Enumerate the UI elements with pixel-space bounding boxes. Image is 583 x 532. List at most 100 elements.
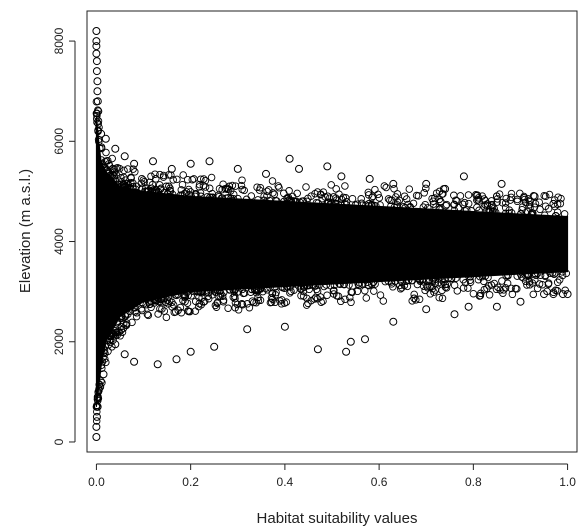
scatter-point [520, 194, 528, 202]
scatter-point [398, 283, 406, 292]
scatter-point [138, 306, 146, 315]
scatter-point [93, 392, 102, 401]
scatter-point [389, 317, 398, 326]
scatter-point [538, 280, 547, 289]
scatter-point [140, 177, 149, 186]
scatter-point [444, 274, 453, 282]
scatter-point [477, 289, 485, 298]
scatter-point [187, 292, 195, 300]
scatter-point [234, 306, 243, 314]
scatter-point [92, 27, 101, 35]
scatter-point [286, 289, 294, 297]
scatter-point [430, 288, 438, 296]
scatter-point [422, 305, 431, 314]
scatter-point [484, 273, 492, 282]
scatter-point [387, 202, 395, 210]
scatter-point [545, 190, 554, 199]
scatter-point [531, 270, 539, 278]
scatter-point [243, 325, 252, 334]
scatter-point [159, 171, 168, 180]
scatter-point [409, 199, 418, 208]
scatter-point [276, 297, 284, 305]
scatter-point [122, 321, 131, 330]
scatter-point [560, 210, 569, 218]
scatter-point [121, 312, 130, 320]
scatter-point [291, 197, 299, 206]
scatter-point [499, 289, 507, 297]
scatter-point [181, 297, 189, 306]
scatter-point [357, 195, 365, 203]
scatter-point [228, 181, 237, 190]
scatter-point [516, 297, 525, 306]
scatter-point [462, 206, 471, 214]
scatter-point [94, 117, 103, 125]
scatter-point [540, 211, 549, 219]
scatter-point [508, 290, 517, 299]
scatter-point [369, 192, 377, 201]
scatter-point [340, 200, 349, 208]
scatter-point [200, 175, 208, 183]
scatter-point [104, 156, 112, 165]
scatter-point [196, 189, 205, 197]
scatter-point [252, 288, 261, 297]
scatter-point [130, 357, 139, 366]
scatter-point [92, 422, 101, 431]
scatter-point [549, 290, 558, 299]
y-tick-label: 4000 [52, 228, 66, 255]
scatter-point [435, 293, 443, 302]
scatter-point [179, 171, 187, 179]
scatter-point [365, 174, 374, 183]
scatter-point [127, 173, 135, 182]
scatter-point [330, 281, 339, 290]
scatter-point [337, 172, 346, 181]
scatter-point [225, 285, 234, 294]
scatter-point [120, 166, 128, 175]
scatter-point [188, 175, 197, 184]
scatter-point [472, 192, 481, 200]
scatter-point [132, 182, 141, 191]
scatter-point [376, 201, 384, 209]
scatter-point [407, 276, 416, 285]
scatter-point [432, 189, 441, 197]
scatter-point [544, 280, 553, 288]
scatter-point [180, 189, 189, 198]
scatter-point [492, 302, 501, 311]
scatter-point [526, 204, 534, 213]
scatter-point [299, 292, 308, 300]
scatter-point [270, 190, 279, 199]
scatter-point [412, 296, 420, 304]
scatter-point [490, 204, 498, 213]
scatter-point [400, 281, 409, 290]
scatter-point [368, 193, 376, 202]
scatter-point [166, 186, 174, 195]
scatter-point [461, 207, 469, 215]
scatter-point [250, 298, 258, 307]
scatter-point [494, 283, 502, 291]
scatter-point [348, 194, 357, 203]
scatter-point [92, 42, 101, 51]
scatter-point [158, 305, 166, 313]
scatter-point [368, 202, 376, 210]
scatter-point [466, 278, 475, 286]
scatter-point [393, 198, 402, 206]
scatter-point [124, 181, 133, 190]
scatter-point [402, 277, 411, 285]
points-layer [92, 27, 572, 441]
scatter-point [442, 284, 451, 292]
scatter-point [497, 179, 506, 188]
scatter-point [516, 189, 524, 198]
scatter-point [562, 269, 571, 278]
scatter-point [195, 180, 204, 189]
scatter-point [558, 271, 567, 280]
scatter-point [165, 182, 173, 191]
scatter-point [168, 303, 176, 311]
scatter-point [459, 200, 467, 209]
scatter-point [194, 302, 203, 311]
scatter-point [92, 109, 101, 118]
scatter-point [93, 97, 102, 106]
scatter-point [218, 292, 227, 300]
scatter-point [382, 183, 390, 192]
scatter-point [162, 182, 170, 191]
scatter-point [316, 191, 325, 199]
scatter-point [280, 322, 289, 331]
